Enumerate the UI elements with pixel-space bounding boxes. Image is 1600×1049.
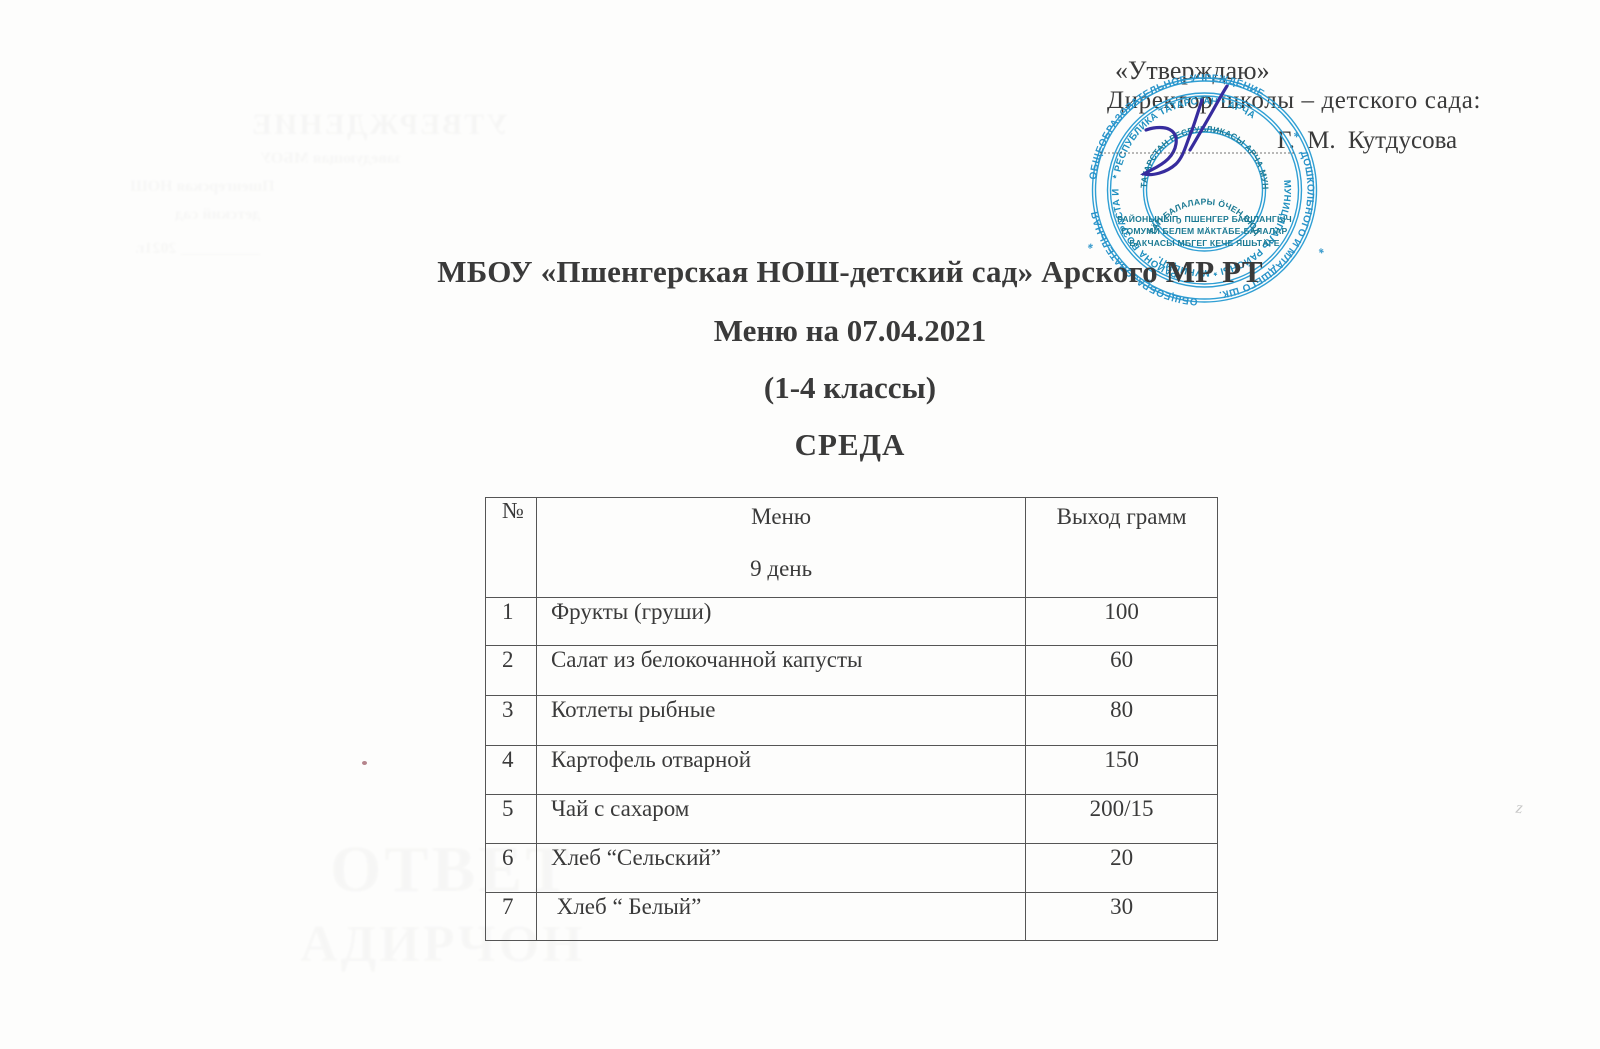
svg-text:*: * <box>1287 130 1302 142</box>
svg-text:БАКЧАСЫ МБГЕГ КЕЧЕ ЯШЬТӒГЕ: БАКЧАСЫ МБГЕГ КЕЧЕ ЯШЬТӒГЕ <box>1129 238 1279 248</box>
svg-text:*: * <box>1084 240 1099 253</box>
svg-text:РАЙОНЫНЫҦ ПШЕНГЕР БАШЛАНГЫЧ: РАЙОНЫНЫҦ ПШЕНГЕР БАШЛАНГЫЧ <box>1117 213 1292 224</box>
svg-text:ГОМУМИ БЕЛЕМ МӒКТӒБЕ-БАЛАЛАР: ГОМУМИ БЕЛЕМ МӒКТӒБЕ-БАЛАЛАР <box>1121 226 1287 236</box>
